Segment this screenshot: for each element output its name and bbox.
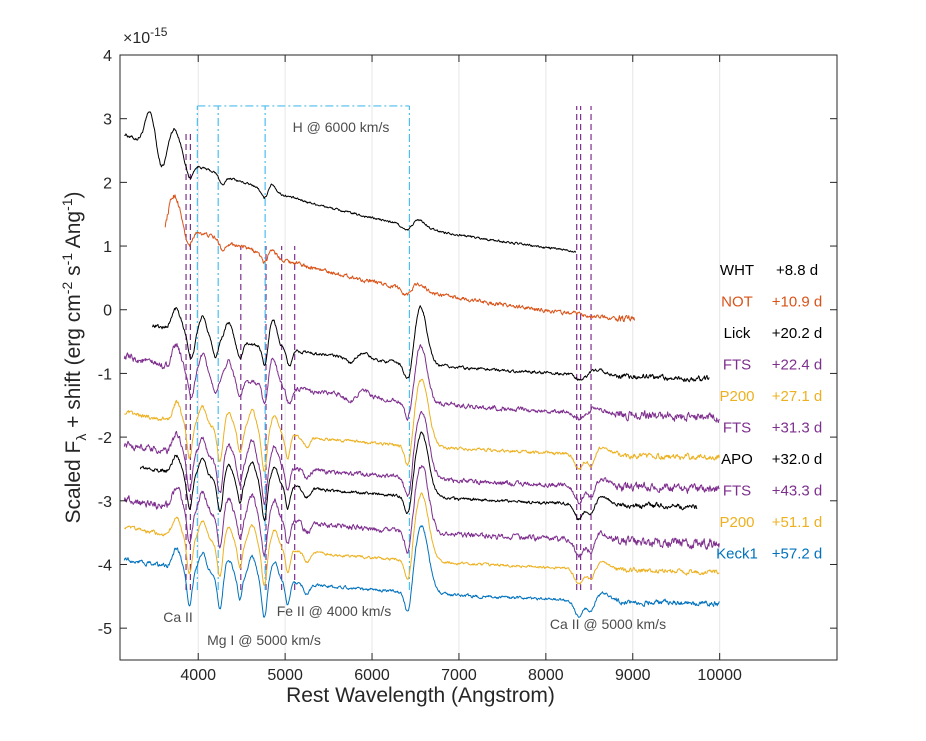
- x-tick-label: 10000: [697, 667, 742, 684]
- legend-name: P200: [719, 388, 754, 405]
- legend-epoch: +32.0 d: [772, 451, 822, 468]
- spectrum-wht-0: [124, 111, 577, 253]
- legend-epoch: +8.8 d: [776, 262, 818, 279]
- x-tick-label: 6000: [354, 667, 390, 684]
- y-tick-label: 4: [103, 48, 112, 65]
- spectrum-lick-2: [152, 305, 710, 383]
- spectrum-p200-8: [124, 492, 720, 586]
- legend-name: WHT: [720, 262, 754, 279]
- x-tick-label: 4000: [180, 667, 216, 684]
- legend-epoch: +22.4 d: [772, 357, 822, 374]
- y-axis-title: Scaled Fλ + shift (erg cm-2 s-1 Ang-1): [59, 191, 89, 523]
- spectrum-fts-5: [123, 411, 720, 505]
- marker-label: Ca II @ 5000 km/s: [550, 616, 666, 632]
- legend-name: APO: [721, 451, 753, 468]
- spectrum-fts-3: [123, 343, 720, 424]
- x-tick-label: 5000: [267, 667, 303, 684]
- legend: WHT +8.8 d NOT +10.9 d Lick +20.2 d FTS +22.4 d…: [716, 262, 822, 563]
- legend-name: Keck1: [716, 546, 758, 563]
- y-tick-label: 0: [103, 303, 112, 320]
- x-tick-label: 8000: [528, 667, 564, 684]
- x-axis-title: Rest Wavelength (Angstrom): [286, 684, 555, 707]
- legend-epoch: +20.2 d: [772, 325, 822, 342]
- legend-name: FTS: [723, 420, 751, 437]
- legend-name: NOT: [721, 294, 753, 311]
- y-tick-label: 3: [103, 112, 112, 129]
- legend-name: FTS: [723, 483, 751, 500]
- y-tick-label: -4: [98, 557, 112, 574]
- marker-label: Ca II: [163, 609, 193, 625]
- marker-label: Fe II @ 4000 km/s: [277, 603, 392, 619]
- spectrum-p200-4: [124, 378, 720, 472]
- legend-epoch: +10.9 d: [772, 294, 822, 311]
- spectrum-keck1-9: [123, 525, 720, 618]
- x-tick-label: 9000: [615, 667, 651, 684]
- spectra-series: [123, 111, 720, 618]
- spectrum-fts-7: [123, 465, 720, 558]
- legend-epoch: +43.3 d: [772, 483, 822, 500]
- legend-name: Lick: [724, 325, 751, 342]
- axis-ticks: [120, 54, 837, 660]
- marker-label: Mg I @ 5000 km/s: [207, 632, 321, 648]
- y-tick-label: 2: [103, 175, 112, 192]
- y-tick-label: -2: [98, 430, 112, 447]
- y-tick-label: -1: [98, 366, 112, 383]
- marker-label: H @ 6000 km/s: [293, 119, 390, 135]
- x-tick-label: 7000: [441, 667, 477, 684]
- y-tick-label: -3: [98, 494, 112, 511]
- y-tick-label: 1: [103, 239, 112, 256]
- legend-epoch: +27.1 d: [772, 388, 822, 405]
- legend-epoch: +31.3 d: [772, 420, 822, 437]
- legend-name: P200: [719, 514, 754, 531]
- spectrum-apo-6: [139, 431, 698, 522]
- legend-epoch: +57.2 d: [772, 546, 822, 563]
- axis-labels: 4000 5000 6000 7000 8000 9000 10000 4 3 2 1 0 -1 -2 -3…: [59, 25, 742, 707]
- legend-name: FTS: [723, 357, 751, 374]
- spectrum-not-1: [164, 194, 635, 323]
- grid-lines: [197, 55, 721, 660]
- plot-frame: [119, 54, 838, 661]
- legend-epoch: +51.1 d: [772, 514, 822, 531]
- y-tick-label: -5: [98, 621, 112, 638]
